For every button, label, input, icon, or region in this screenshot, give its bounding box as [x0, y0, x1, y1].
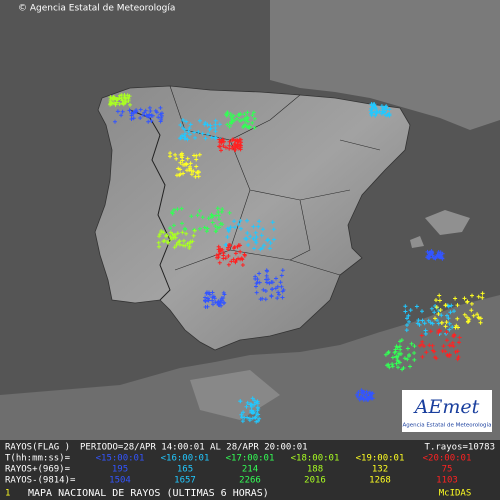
positive-count: 188 — [307, 465, 323, 475]
balearic-islands — [410, 210, 470, 248]
lightning-cluster — [214, 243, 247, 267]
lightning-cluster — [238, 396, 262, 424]
lightning-cluster — [156, 228, 197, 250]
summary-label: RAYOS(FLAG ) — [5, 443, 70, 453]
info-band — [0, 440, 500, 500]
time-label: T(hh:mm:ss)= — [5, 454, 71, 464]
negative-label: RAYOS-(9814)= — [5, 476, 76, 486]
period-label: <20:00:01 — [423, 454, 472, 464]
france — [270, 0, 500, 130]
lightning-cluster — [403, 303, 456, 336]
summary-total: T.rayos=10783 — [425, 443, 495, 453]
lightning-cluster — [253, 268, 286, 302]
lightning-cluster — [383, 338, 417, 372]
lightning-cluster — [203, 290, 227, 309]
period-label: <19:00:01 — [356, 454, 405, 464]
negative-count: 1657 — [174, 476, 196, 486]
lightning-cluster — [433, 291, 485, 330]
positive-label: RAYOS+(969)= — [5, 465, 71, 475]
negative-count: 1103 — [436, 476, 458, 486]
lightning-cluster — [178, 118, 222, 142]
lightning-cluster — [168, 151, 202, 179]
negative-count: 1268 — [369, 476, 391, 486]
logo-subtitle: Agencia Estatal de Meteorología — [403, 422, 492, 429]
iberia — [94, 85, 411, 351]
positive-count: 132 — [372, 465, 388, 475]
positive-count: 165 — [177, 465, 193, 475]
lightning-cluster — [425, 249, 445, 261]
footer-source: McIDAS — [439, 489, 472, 499]
lightning-cluster — [355, 388, 375, 402]
summary-period: PERIODO=28/APR 14:00:01 AL 28/APR 20:00:… — [80, 443, 308, 453]
positive-count: 195 — [112, 465, 128, 475]
lightning-cluster — [418, 328, 462, 362]
negative-count: 1504 — [109, 476, 131, 486]
period-label: <15:00:01 — [96, 454, 145, 464]
negative-count: 2016 — [304, 476, 326, 486]
footer-title: MAPA NACIONAL DE RAYOS (ULTIMAS 6 HORAS) — [28, 488, 269, 499]
north-africa — [0, 295, 500, 440]
frame-number: 1 — [5, 489, 10, 499]
period-label: <18:00:01 — [291, 454, 340, 464]
negative-count: 2266 — [239, 476, 261, 486]
period-label: <16:00:01 — [161, 454, 210, 464]
period-label: <17:00:01 — [226, 454, 275, 464]
logo-name: AEmet — [413, 396, 480, 418]
lightning-cluster — [113, 105, 164, 124]
portugal-border — [129, 109, 171, 301]
logo-box — [402, 390, 492, 432]
positive-count: 214 — [242, 465, 258, 475]
positive-count: 75 — [442, 465, 453, 475]
lightning-cluster — [108, 93, 132, 107]
lightning-cluster — [368, 102, 392, 118]
copyright: © Agencia Estatal de Meteorología — [18, 4, 175, 14]
lightning-strikes — [108, 93, 485, 424]
lightning-cluster — [217, 137, 243, 153]
lightning-cluster — [223, 218, 276, 252]
lightning-cluster — [168, 206, 232, 234]
lightning-cluster — [224, 110, 257, 130]
